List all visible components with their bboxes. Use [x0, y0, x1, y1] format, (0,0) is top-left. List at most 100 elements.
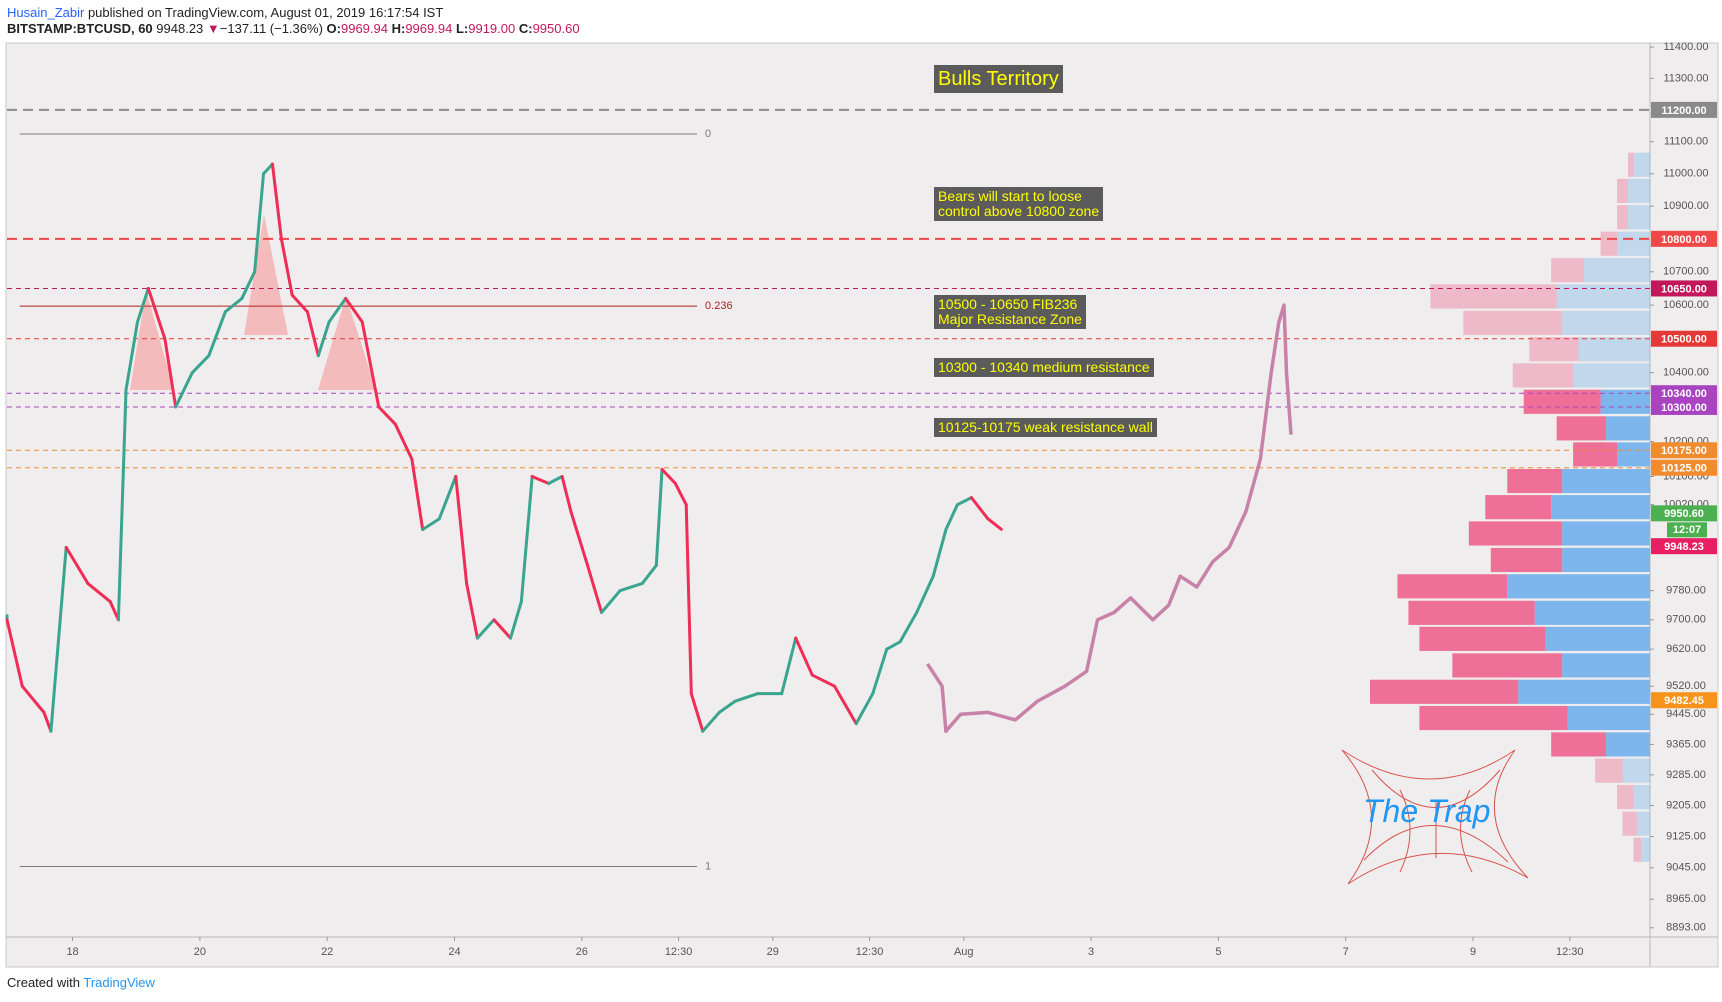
published: published on TradingView.com, August 01,…	[87, 5, 444, 20]
volume-up	[1617, 231, 1650, 256]
chart-frame	[5, 42, 1719, 968]
arrow: ▼	[206, 21, 220, 36]
volume-down	[1452, 653, 1563, 678]
author[interactable]: Husain_Zabir	[7, 5, 85, 20]
price-segment	[135, 286, 150, 324]
price-segment	[833, 684, 858, 726]
annotation: 10125-10175 weak resistance wall	[934, 418, 1157, 437]
annotation-line: Bears will start to loose	[938, 188, 1082, 204]
price-segment	[871, 647, 889, 696]
price-segment	[20, 684, 46, 714]
price-segment	[794, 636, 814, 677]
price-segment	[780, 636, 798, 696]
projection-line	[926, 303, 1293, 733]
symbol: BITSTAMP:BTCUSD, 60	[7, 21, 153, 36]
level-badge-label: 10125.00	[1661, 463, 1707, 475]
price-segment	[915, 574, 935, 614]
x-tick-label: 18	[66, 946, 78, 958]
price-segment	[689, 692, 705, 733]
x-tick-label: 26	[576, 946, 588, 958]
brand[interactable]: TradingView	[83, 975, 155, 990]
price-segment	[86, 581, 112, 604]
volume-up	[1573, 363, 1650, 388]
volume-down	[1507, 468, 1563, 494]
price-segment	[163, 337, 178, 409]
volume-down	[1408, 600, 1535, 625]
open: 9969.94	[340, 21, 388, 36]
last: 9948.23	[156, 21, 204, 36]
price-segment	[492, 618, 513, 640]
price-segment	[240, 270, 257, 300]
volume-up	[1641, 837, 1650, 862]
price-segment	[174, 371, 194, 409]
trap-grid	[1363, 769, 1509, 873]
volume-down	[1600, 231, 1618, 256]
price-segment	[969, 496, 990, 521]
trap-logo-shape	[1341, 749, 1529, 885]
price-segment	[223, 296, 244, 314]
l-label: L:	[455, 21, 469, 36]
y-tick-label: 9700.00	[1666, 614, 1706, 626]
price-segment	[640, 563, 658, 585]
high: 9969.94	[405, 21, 453, 36]
price-segment	[316, 320, 331, 358]
annotation: Bulls Territory	[934, 65, 1063, 93]
volume-up	[1562, 521, 1650, 546]
volume-up	[1507, 574, 1650, 599]
volume-down	[1633, 837, 1642, 862]
created-with: Created with	[7, 975, 80, 990]
level-badge-label: 10500.00	[1661, 334, 1707, 346]
y-tick-label: 11300.00	[1663, 72, 1708, 84]
price-segment	[465, 581, 479, 640]
price-segment	[586, 563, 604, 614]
footer: Created with TradingView	[7, 975, 155, 990]
price-segment	[660, 467, 677, 486]
volume-down	[1573, 442, 1618, 467]
price-segment	[717, 699, 737, 714]
price-badge	[1651, 538, 1717, 555]
level-badge-label: 10800.00	[1661, 234, 1707, 246]
x-tick-label: 9	[1470, 946, 1476, 958]
y-tick-label: 10900.00	[1663, 200, 1709, 212]
volume-down	[1419, 626, 1546, 651]
price-segment	[327, 296, 348, 324]
volume-up	[1600, 389, 1650, 414]
volume-down	[1617, 178, 1629, 203]
price-badge-label: 9948.23	[1664, 541, 1704, 553]
level-badge-label: 10650.00	[1661, 283, 1707, 295]
change: −137.11 (−1.36%)	[219, 21, 323, 36]
annotation-line: Major Resistance Zone	[938, 311, 1082, 327]
price-segment	[885, 640, 902, 651]
price-segment	[190, 354, 211, 375]
y-tick-label: 9620.00	[1666, 643, 1706, 655]
price-segment	[393, 422, 414, 461]
price-segment	[931, 528, 948, 578]
annotation: 10500 - 10650 FIB236 Major Resistance Zon…	[934, 295, 1086, 329]
volume-down	[1490, 547, 1563, 573]
annotation: 10300 - 10340 medium resistance	[934, 358, 1154, 377]
volume-up	[1562, 653, 1650, 678]
volume-up	[1551, 495, 1650, 520]
o-label: O:	[326, 21, 341, 36]
price-segment	[116, 388, 128, 622]
x-tick-label: 29	[767, 946, 779, 958]
x-tick-label: 5	[1215, 946, 1221, 958]
volume-up	[1534, 600, 1650, 625]
price-segment	[547, 474, 564, 486]
volume-down	[1512, 363, 1574, 388]
volume-up	[1584, 258, 1650, 283]
price-segment	[124, 320, 139, 392]
volume-up	[1567, 705, 1650, 731]
volume-down	[1551, 258, 1585, 283]
price-segment	[64, 545, 90, 585]
symbol-line: BITSTAMP:BTCUSD, 60 9948.23 ▼−137.11 (−1…	[7, 21, 580, 36]
countdown-badge	[1667, 522, 1707, 538]
annotation-line: Bulls Territory	[938, 68, 1059, 90]
level-badge	[1651, 385, 1717, 402]
volume-up	[1562, 310, 1650, 335]
price-segment	[654, 467, 664, 567]
volume-down	[1485, 495, 1552, 520]
level-badge	[1651, 398, 1717, 415]
y-tick-label: 8893.00	[1666, 922, 1706, 934]
volume-up	[1622, 758, 1650, 783]
